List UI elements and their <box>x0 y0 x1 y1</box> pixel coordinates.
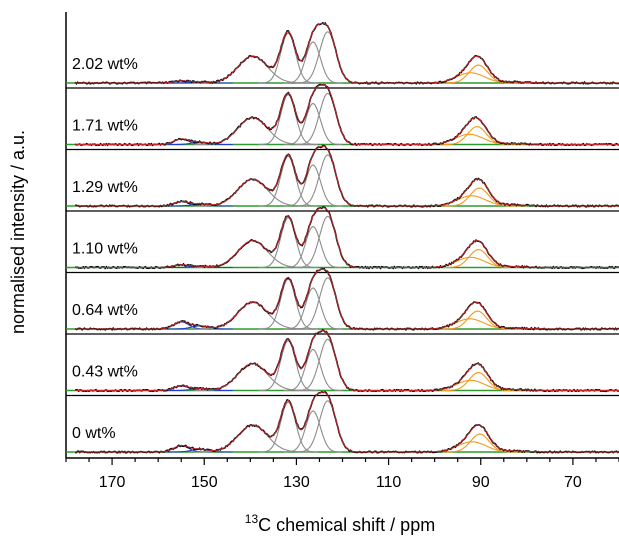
fit-sum-line <box>75 22 619 84</box>
gray-component-curve <box>295 31 361 84</box>
gray-component-curve <box>258 401 318 453</box>
series-label: 1.29 wt% <box>72 179 138 196</box>
x-tick-label: 110 <box>376 474 402 491</box>
gray-component-curve <box>258 340 318 392</box>
fit-sum-line <box>75 145 619 207</box>
gray-component-curve <box>194 424 312 453</box>
x-tick-label: 90 <box>472 474 490 491</box>
series-label: 0.64 wt% <box>72 302 138 319</box>
spectrum-panel: 0 wt% <box>66 391 619 454</box>
experimental-spectrum-line <box>75 206 619 270</box>
spectrum-panel: 0.64 wt% <box>66 267 619 335</box>
gray-component-curve <box>295 277 361 330</box>
gray-component-curve <box>194 363 312 392</box>
spectrum-panel: 1.10 wt% <box>66 206 619 274</box>
series-label: 1.10 wt% <box>72 241 138 258</box>
experimental-spectrum-line <box>74 83 619 147</box>
gray-component-curve <box>194 178 312 207</box>
gray-component-curve <box>283 226 343 269</box>
gray-component-curve <box>283 349 343 392</box>
gray-component-curve <box>258 217 318 269</box>
series-label: 1.71 wt% <box>72 118 138 135</box>
series-label: 2.02 wt% <box>72 56 138 73</box>
experimental-spectrum-line <box>75 328 619 393</box>
experimental-spectrum-line <box>74 21 619 86</box>
x-tick-label: 150 <box>191 474 218 491</box>
x-tick-label: 170 <box>99 474 126 491</box>
gray-component-curve <box>283 103 343 146</box>
gray-component-curve <box>194 301 312 330</box>
gray-component-curve <box>283 41 343 84</box>
gray-component-curve <box>194 240 312 269</box>
gray-component-curve <box>194 117 312 146</box>
x-axis: 170 150 130 110 90 70 <box>65 458 619 491</box>
spectrum-panel: 1.71 wt% <box>66 83 619 151</box>
gray-component-curve <box>258 32 318 84</box>
spectrum-panel: 0.43 wt% <box>66 328 619 397</box>
x-tick-label: 130 <box>283 474 310 491</box>
spectra-panels: 2.02 wt% 1.71 wt% 1.29 wt% 1.10 wt% 0.64 wt%… <box>66 21 619 454</box>
fit-sum-line <box>75 330 619 391</box>
fit-sum-line <box>75 84 619 145</box>
spectrum-panel: 2.02 wt% <box>66 21 619 89</box>
gray-component-curve <box>258 155 318 207</box>
series-label: 0 wt% <box>72 425 116 442</box>
x-tick-label: 70 <box>564 474 582 491</box>
gray-component-curve <box>283 164 343 207</box>
gray-component-curve <box>295 92 361 146</box>
gray-component-curve <box>258 94 318 146</box>
gray-component-curve <box>194 55 312 84</box>
gray-component-curve <box>283 410 343 453</box>
series-label: 0.43 wt% <box>72 364 138 381</box>
experimental-spectrum-line <box>74 267 619 331</box>
experimental-spectrum-line <box>75 144 619 208</box>
gray-component-curve <box>258 278 318 330</box>
gray-component-curve <box>283 287 343 330</box>
gray-component-curve <box>295 400 361 453</box>
x-axis-title-superscript: 13 <box>245 512 259 526</box>
gray-component-curve <box>295 338 361 392</box>
experimental-spectrum-line <box>75 391 619 454</box>
x-axis-title-main: C chemical shift / ppm <box>258 515 435 535</box>
x-axis-title: 13C chemical shift / ppm <box>245 512 435 535</box>
fit-sum-line <box>75 207 619 268</box>
fit-sum-line <box>75 391 619 453</box>
spectrum-panel: 1.29 wt% <box>66 144 619 212</box>
fit-sum-line <box>75 268 619 330</box>
y-axis-title: normalised intensity / a.u. <box>8 130 28 334</box>
